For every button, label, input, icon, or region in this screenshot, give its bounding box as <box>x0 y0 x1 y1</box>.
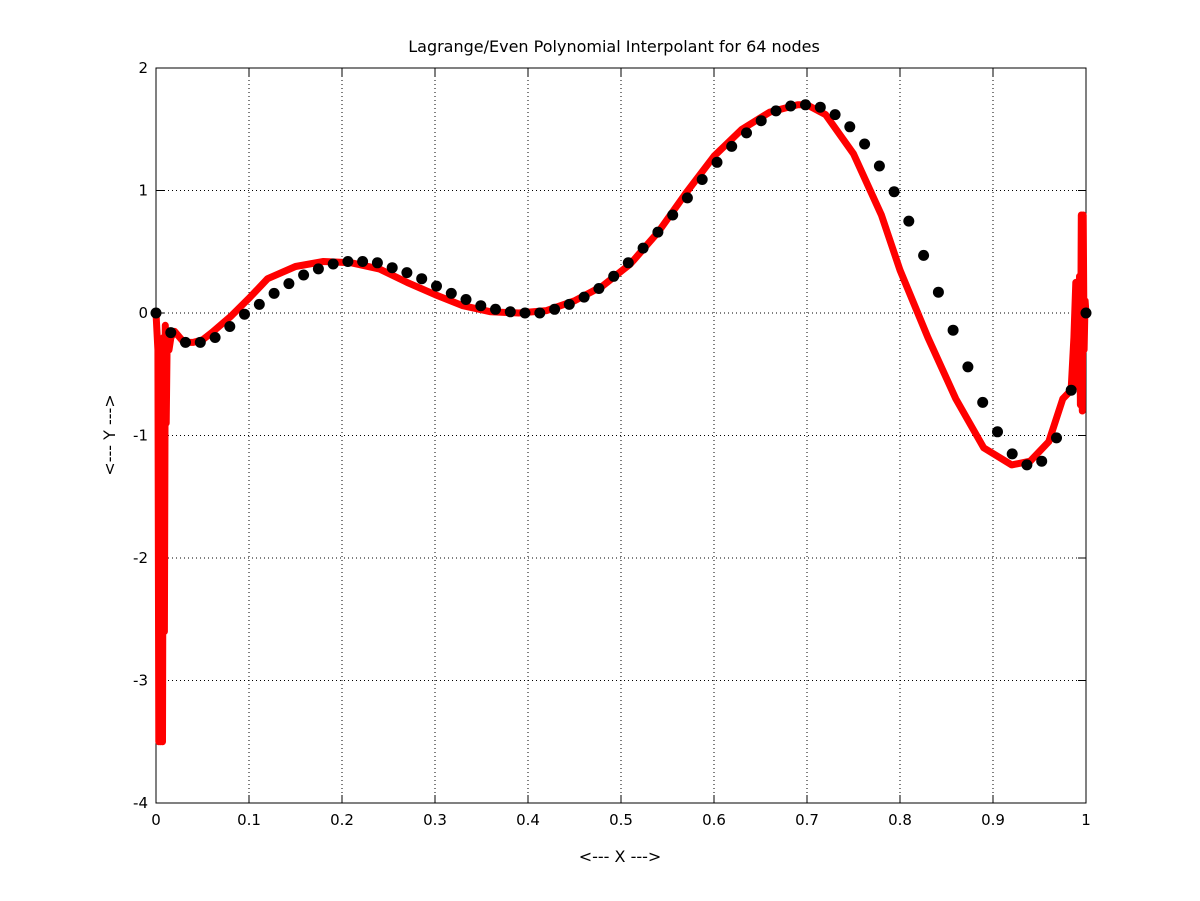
node-marker <box>224 321 236 332</box>
node-marker <box>357 256 369 267</box>
interpolant-line <box>152 101 1090 746</box>
node-marker <box>785 100 797 112</box>
node-marker <box>1006 448 1018 460</box>
node-marker <box>327 258 339 270</box>
node-marker <box>431 280 442 292</box>
y-tick-label: -4 <box>133 794 148 812</box>
node-marker <box>239 308 250 320</box>
node-marker <box>844 121 856 133</box>
node-marker <box>312 263 324 275</box>
y-tick-labels: -4 -3 -2 -1 0 1 2 <box>133 59 148 812</box>
chart-title: Lagrange/Even Polynomial Interpolant for… <box>408 37 820 56</box>
x-tick-label: 0.3 <box>423 811 447 829</box>
node-marker <box>696 174 708 185</box>
x-tick-label: 0.7 <box>795 811 819 829</box>
node-marker <box>814 101 826 113</box>
node-marker <box>578 291 590 303</box>
node-marker <box>859 138 871 150</box>
node-marker <box>741 127 752 139</box>
x-tick-label: 1 <box>1081 811 1091 829</box>
x-tick-label: 0.4 <box>516 811 540 829</box>
node-marker <box>1080 307 1092 319</box>
x-tick-label: 0.5 <box>609 811 633 829</box>
node-marker <box>504 306 516 318</box>
node-marker <box>932 286 944 298</box>
node-marker <box>1065 384 1077 396</box>
node-marker <box>194 336 206 348</box>
node-marker <box>829 109 841 121</box>
y-tick-label: 0 <box>138 304 148 322</box>
x-tick-label: 0 <box>151 811 161 829</box>
node-marker <box>755 115 767 127</box>
node-marker <box>1051 432 1062 444</box>
node-marker <box>180 336 191 348</box>
node-marker <box>681 192 693 204</box>
node-marker <box>1021 459 1033 471</box>
node-marker <box>342 256 354 267</box>
node-marker <box>534 307 546 319</box>
node-marker <box>165 327 177 339</box>
x-tick-label: 0.2 <box>330 811 354 829</box>
node-marker <box>977 396 989 408</box>
node-marker <box>150 307 162 319</box>
node-marker <box>962 361 974 373</box>
node-marker <box>371 257 383 269</box>
y-tick-label: -3 <box>133 672 148 690</box>
node-marker <box>726 140 738 152</box>
node-marker <box>1036 455 1048 467</box>
node-marker <box>903 215 915 227</box>
node-marker <box>992 426 1003 438</box>
x-axis-label: <--- X ---> <box>579 847 662 866</box>
y-tick-label: -2 <box>133 549 148 567</box>
node-marker <box>283 278 295 290</box>
node-marker <box>445 287 457 299</box>
y-tick-label: 2 <box>138 59 148 77</box>
node-marker <box>637 242 649 254</box>
x-tick-label: 0.8 <box>888 811 912 829</box>
node-marker <box>667 209 679 221</box>
grid-lines <box>156 68 1086 803</box>
y-axis-label: <--- Y ---> <box>100 394 119 475</box>
y-tick-label: 1 <box>138 182 148 200</box>
node-marker <box>622 257 634 269</box>
node-marker <box>593 283 605 294</box>
node-marker <box>268 287 280 299</box>
node-marker <box>800 99 811 111</box>
node-marker <box>401 267 413 279</box>
node-marker <box>475 300 487 312</box>
y-tick-label: -1 <box>133 427 148 445</box>
node-marker <box>947 324 959 336</box>
node-marker <box>490 303 501 315</box>
x-tick-labels: 0 0.1 0.2 0.3 0.4 0.5 0.6 0.7 0.8 0.9 1 <box>151 811 1091 829</box>
x-tick-label: 0.1 <box>237 811 261 829</box>
node-marker <box>519 307 531 319</box>
node-marker <box>888 186 900 198</box>
node-marker <box>386 262 398 274</box>
node-marker <box>209 332 221 343</box>
node-marker <box>549 303 561 315</box>
node-marker <box>711 156 723 168</box>
series-layer <box>150 99 1092 746</box>
node-marker <box>770 105 782 117</box>
node-marker <box>460 294 472 305</box>
node-marker <box>873 160 885 172</box>
node-marker <box>652 226 664 238</box>
node-marker <box>298 269 310 281</box>
node-marker <box>563 298 575 310</box>
x-tick-label: 0.9 <box>981 811 1005 829</box>
x-tick-label: 0.6 <box>702 811 726 829</box>
node-marker <box>918 249 930 261</box>
node-marker <box>416 273 428 285</box>
node-marker <box>253 298 265 310</box>
node-marker <box>608 270 620 282</box>
